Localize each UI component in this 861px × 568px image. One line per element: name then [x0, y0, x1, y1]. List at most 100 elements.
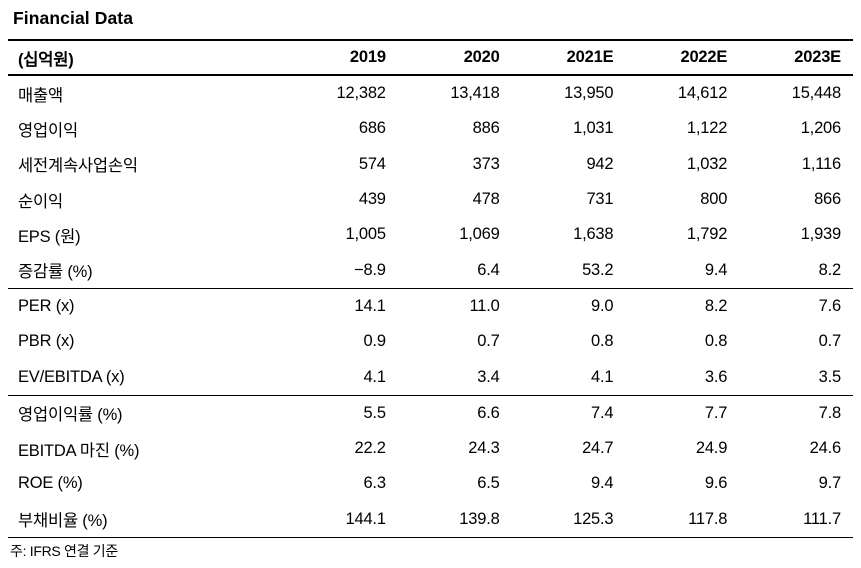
table-row: PER (x) 14.1 11.0 9.0 8.2 7.6 — [8, 288, 853, 324]
row-label: EV/EBITDA (x) — [18, 367, 125, 386]
cell: 7.4 — [591, 403, 614, 422]
cell: 1,031 — [573, 119, 614, 138]
row-label: 매출액 — [18, 86, 63, 105]
row-label: 순이익 — [18, 192, 63, 211]
cell: 117.8 — [688, 509, 728, 528]
year-header: 2023E — [794, 48, 841, 66]
cell: 5.5 — [363, 403, 386, 422]
cell: 3.5 — [818, 367, 842, 386]
row-label: 증감률 (%) — [18, 263, 93, 282]
cell: 731 — [586, 190, 614, 209]
cell: 686 — [358, 119, 386, 138]
cell: 14.1 — [354, 296, 386, 315]
row-label: 영업이익 — [18, 121, 78, 140]
cell: 1,032 — [686, 154, 728, 173]
cell: 24.9 — [695, 439, 728, 458]
cell: 1,116 — [801, 154, 841, 173]
year-header: 2019 — [349, 48, 386, 66]
section-income: 매출액 12,382 13,418 13,950 14,612 15,448 영… — [8, 75, 853, 289]
cell: 24.3 — [468, 439, 500, 458]
cell: 800 — [700, 190, 728, 209]
cell: 14,612 — [677, 84, 728, 103]
cell: 4.1 — [591, 367, 614, 386]
cell: 866 — [814, 190, 841, 209]
cell: 3.4 — [477, 367, 500, 386]
cell: 7.6 — [818, 296, 842, 315]
cell: 11.0 — [469, 296, 500, 315]
cell: 8.2 — [818, 260, 842, 279]
header-row: (십억원) 2019 2020 2021E 2022E 2023E — [8, 40, 853, 75]
cell: 9.7 — [818, 474, 842, 493]
row-label: PER (x) — [18, 296, 75, 315]
cell: 9.6 — [704, 474, 728, 493]
cell: 13,418 — [450, 84, 500, 103]
cell: 1,638 — [573, 225, 614, 244]
row-label: 세전계속사업손익 — [18, 157, 138, 176]
section-valuation: PER (x) 14.1 11.0 9.0 8.2 7.6 PBR (x) 0.… — [8, 288, 853, 396]
cell: 8.2 — [704, 296, 728, 315]
page-title: Financial Data — [13, 8, 134, 28]
cell: 942 — [586, 154, 614, 173]
table-row: EPS (원) 1,005 1,069 1,638 1,792 1,939 — [8, 217, 853, 252]
cell: 9.0 — [591, 296, 614, 315]
row-label: EBITDA 마진 (%) — [18, 441, 140, 460]
table-row: 부채비율 (%) 144.1 139.8 125.3 117.8 111.7 — [8, 502, 853, 538]
unit-header: (십억원) — [18, 50, 74, 69]
year-header: 2021E — [566, 48, 614, 66]
cell: 7.7 — [704, 403, 728, 422]
cell: 1,122 — [686, 119, 728, 138]
cell: 12,382 — [336, 84, 386, 103]
cell: 1,206 — [800, 119, 841, 138]
financial-table: (십억원) 2019 2020 2021E 2022E 2023E 매출액 12… — [8, 39, 853, 538]
table-row: PBR (x) 0.9 0.7 0.8 0.8 0.7 — [8, 324, 853, 359]
table-row: 영업이익률 (%) 5.5 6.6 7.4 7.7 7.8 — [8, 395, 853, 431]
year-header: 2022E — [680, 48, 728, 66]
cell: 4.1 — [363, 367, 386, 386]
table-row: EV/EBITDA (x) 4.1 3.4 4.1 3.6 3.5 — [8, 359, 853, 395]
cell: 1,005 — [345, 225, 386, 244]
cell: 9.4 — [704, 260, 728, 279]
table-row: ROE (%) 6.3 6.5 9.4 9.6 9.7 — [8, 466, 853, 501]
year-header: 2020 — [463, 48, 500, 66]
cell: 9.4 — [591, 474, 614, 493]
row-label: 부채비율 (%) — [18, 512, 108, 531]
table-row: 세전계속사업손익 574 373 942 1,032 1,116 — [8, 147, 853, 182]
cell: 0.7 — [477, 332, 500, 351]
cell: 3.6 — [704, 367, 728, 386]
row-label: 영업이익률 (%) — [18, 406, 123, 425]
cell: 144.1 — [345, 509, 386, 528]
cell: 139.8 — [459, 509, 500, 528]
cell: 6.4 — [477, 260, 500, 279]
cell: 1,792 — [686, 225, 728, 244]
cell: 0.9 — [363, 332, 386, 351]
cell: 111.7 — [803, 509, 841, 528]
cell: 574 — [358, 154, 386, 173]
table-row: 매출액 12,382 13,418 13,950 14,612 15,448 — [8, 75, 853, 111]
cell: 0.8 — [704, 332, 728, 351]
footnote: 주: IFRS 연결 기준 — [10, 542, 118, 559]
row-label: ROE (%) — [18, 474, 83, 493]
row-label: EPS (원) — [18, 227, 81, 246]
cell: 22.2 — [354, 439, 386, 458]
cell: 6.6 — [477, 403, 500, 422]
cell: 1,939 — [800, 225, 841, 244]
cell: 24.6 — [809, 439, 842, 458]
section-ratios: 영업이익률 (%) 5.5 6.6 7.4 7.7 7.8 EBITDA 마진 … — [8, 395, 853, 538]
cell: −8.9 — [354, 260, 386, 279]
cell: 7.8 — [818, 403, 842, 422]
table-row: 증감률 (%) −8.9 6.4 53.2 9.4 8.2 — [8, 252, 853, 288]
table-row: 영업이익 686 886 1,031 1,122 1,206 — [8, 111, 853, 146]
row-label: PBR (x) — [18, 332, 75, 351]
cell: 6.3 — [363, 474, 386, 493]
cell: 6.5 — [477, 474, 500, 493]
cell: 15,448 — [791, 84, 841, 103]
cell: 478 — [472, 190, 500, 209]
footnote-area: 주: IFRS 연결 기준 — [8, 538, 853, 568]
cell: 24.7 — [582, 439, 614, 458]
table-header: (십억원) 2019 2020 2021E 2022E 2023E — [8, 40, 853, 75]
cell: 0.7 — [818, 332, 842, 351]
cell: 1,069 — [459, 225, 500, 244]
cell: 886 — [472, 119, 500, 138]
cell: 125.3 — [573, 509, 614, 528]
